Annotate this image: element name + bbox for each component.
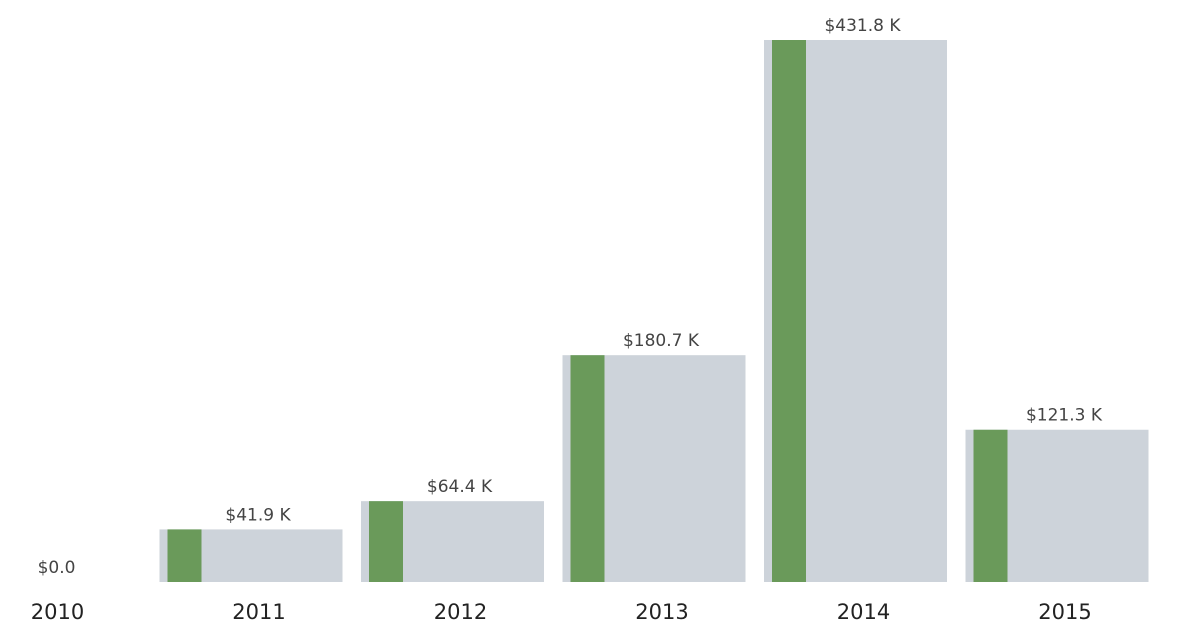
value-label: $64.4 K [427, 477, 493, 497]
value-label: $431.8 K [824, 16, 901, 36]
x-tick-label: 2014 [837, 600, 890, 624]
x-tick-label: 2012 [434, 600, 487, 624]
bar-accent [570, 355, 605, 582]
x-tick-label: 2013 [635, 600, 688, 624]
value-label: $180.7 K [623, 331, 700, 351]
bar-accent [167, 529, 202, 582]
value-label: $121.3 K [1026, 406, 1103, 426]
x-tick-label: 2010 [31, 600, 84, 624]
x-tick-label: 2015 [1038, 600, 1091, 624]
bar-accent [772, 40, 806, 582]
x-tick-label: 2011 [232, 600, 285, 624]
bar-accent [369, 501, 403, 582]
value-label: $0.0 [38, 558, 76, 578]
value-label: $41.9 K [225, 505, 291, 525]
bar-accent [973, 429, 1008, 582]
